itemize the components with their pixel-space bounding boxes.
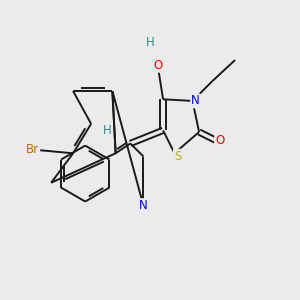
Text: H: H <box>103 124 112 137</box>
Text: O: O <box>154 59 163 72</box>
Text: O: O <box>215 134 224 147</box>
Text: S: S <box>174 150 181 163</box>
Text: Br: Br <box>26 143 39 157</box>
Text: N: N <box>191 94 200 107</box>
Text: N: N <box>139 199 148 212</box>
Text: H: H <box>146 35 154 49</box>
